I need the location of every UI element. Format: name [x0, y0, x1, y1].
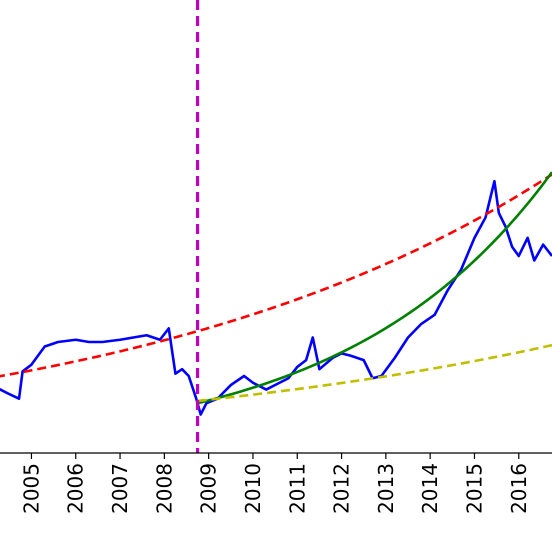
- x-tick-label: 2005: [19, 463, 43, 514]
- x-tick-label: 2006: [64, 463, 88, 514]
- x-tick-label: 2008: [152, 463, 176, 514]
- series-line-trend-after-low: [197, 343, 552, 403]
- x-tick-label: 2010: [241, 463, 265, 514]
- x-tick-label: 2016: [507, 463, 531, 514]
- series-line-trend-after: [197, 171, 552, 405]
- tick-layer: 2005 2006 2007 2008 2009 2010 2011 2012 2013 2014…: [19, 453, 552, 514]
- x-tick-label: 2009: [197, 463, 221, 514]
- x-tick-label: 2011: [285, 463, 309, 514]
- series-line-observed: [0, 179, 552, 416]
- series-line-trend-before: [0, 173, 552, 378]
- series-layer: [0, 0, 552, 453]
- x-tick-label: 2007: [108, 463, 132, 514]
- x-tick-label: 2015: [462, 463, 486, 514]
- x-tick-label: 2012: [330, 463, 354, 514]
- x-tick-label: 2013: [374, 463, 398, 514]
- x-tick-label: 2014: [418, 463, 442, 514]
